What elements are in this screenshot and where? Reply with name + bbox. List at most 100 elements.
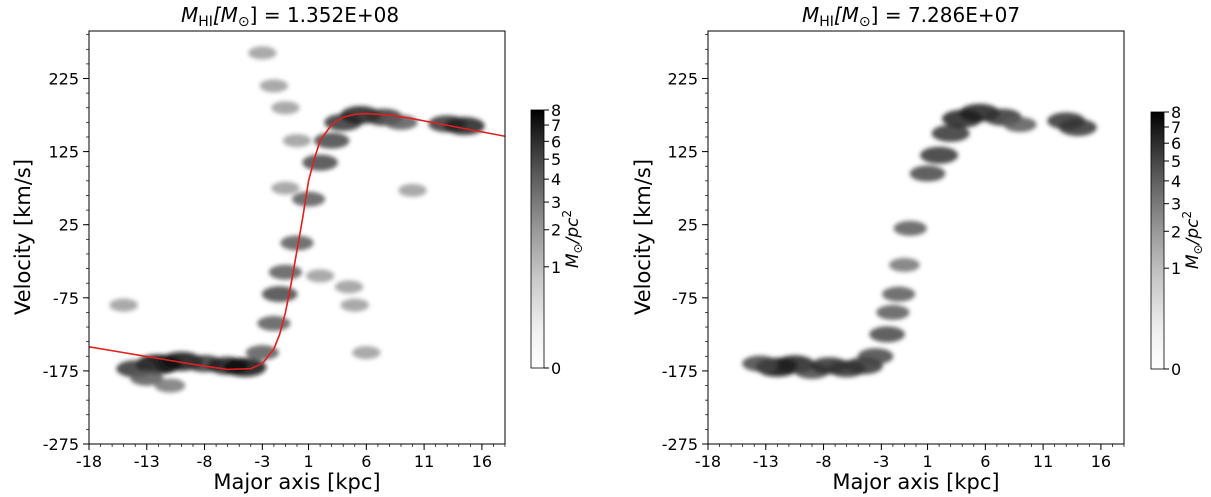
rotation-curve-line (89, 112, 505, 371)
heatmap-cell (334, 280, 364, 294)
colorbar-tick-label: 8 (1171, 103, 1181, 122)
heatmap-cell (920, 146, 959, 164)
heatmap-cells-right (742, 103, 1097, 379)
heatmap-cell (313, 132, 350, 149)
x-tick-label: -8 (816, 452, 832, 471)
y-tick-label: 125 (667, 143, 698, 162)
heatmap-cell (398, 183, 427, 197)
x-axis-label-right: Major axis [kpc] (832, 470, 999, 494)
heatmap-cell (340, 298, 369, 312)
y-ticks-left: -275 -175 -75 25 125 225 (43, 34, 89, 454)
colorbar-tick-label: 6 (551, 132, 561, 151)
y-tick-label: -275 (662, 435, 698, 454)
x-ticks-left: -18 -13 -8 -3 1 6 11 16 (76, 444, 506, 471)
y-tick-label: 125 (48, 143, 79, 162)
heatmap-cell (889, 257, 920, 272)
colorbar-tick-label: 3 (1171, 195, 1181, 214)
panel-left-title: MHI[M⊙] = 1.352E+08 (181, 3, 399, 30)
heatmap-cell (268, 264, 303, 280)
colorbar-tick-label: 0 (1171, 360, 1181, 379)
colorbar-tick-label: 2 (551, 221, 561, 240)
colorbar-left-gradient (530, 109, 545, 369)
x-tick-label: -3 (254, 452, 270, 471)
x-tick-label: 1 (922, 452, 932, 471)
heatmap-cell (857, 348, 894, 365)
colorbar-tick-label: 7 (551, 116, 561, 135)
colorbar-tick-label: 1 (551, 258, 561, 277)
x-axis-label-left: Major axis [kpc] (213, 470, 380, 494)
x-tick-label: -13 (753, 452, 779, 471)
colorbar-right-label: M⊙/pc2 (1180, 211, 1205, 269)
x-tick-label: 16 (472, 452, 492, 471)
x-tick-label: 11 (414, 452, 434, 471)
heatmap-cell (109, 298, 138, 312)
x-tick-label: 6 (361, 452, 371, 471)
y-tick-label: -75 (672, 289, 698, 308)
heatmap-cell (245, 345, 279, 361)
y-axis-label-left: Velocity [km/s] (11, 159, 35, 315)
heatmap-cell (257, 315, 291, 331)
heatmap-cell (1058, 118, 1097, 136)
colorbar-left-label: M⊙/pc2 (560, 210, 585, 268)
heatmap-cell (931, 124, 970, 142)
x-tick-label: 6 (980, 452, 990, 471)
y-tick-label: 25 (59, 216, 79, 235)
y-axis-label-right: Velocity [km/s] (631, 159, 655, 315)
heatmap-cell (271, 181, 300, 195)
heatmap-cell (882, 286, 916, 302)
heatmap-cell (130, 370, 164, 386)
y-ticks-right: -275 -175 -75 25 125 225 (662, 34, 708, 454)
heatmap-cell (869, 326, 905, 343)
heatmap-cell (271, 101, 300, 115)
colorbar-right-gradient (1150, 111, 1165, 370)
colorbar-tick-label: 0 (551, 359, 561, 378)
panel-left: MHI[M⊙] = 1.352E+08 -18 -13 -8 -3 1 6 11 16 -27… (11, 3, 585, 494)
x-tick-label: -18 (76, 452, 102, 471)
colorbar-tick-label: 3 (551, 193, 561, 212)
rotation-curve-wrap (89, 112, 505, 371)
heatmap-cell (909, 165, 946, 182)
heatmap-cell (261, 286, 298, 303)
x-tick-label: 11 (1033, 452, 1053, 471)
heatmap-cell (280, 235, 314, 251)
colorbar-tick-label: 8 (551, 101, 561, 120)
colorbar-tick-label: 6 (1171, 134, 1181, 153)
colorbar-tick-label: 1 (1171, 259, 1181, 278)
heatmap-cell (259, 79, 289, 93)
heatmap-cells-left (109, 46, 485, 393)
heatmap-cell (305, 269, 335, 283)
panel-right: MHI[M⊙] = 7.286E+07 -18 -13 -8 -3 1 6 11 16 -27… (631, 3, 1205, 494)
colorbar-tick-label: 4 (551, 170, 561, 189)
x-tick-label: -18 (695, 452, 721, 471)
x-tick-label: -8 (197, 452, 213, 471)
y-tick-label: -175 (662, 362, 698, 381)
panel-right-title: MHI[M⊙] = 7.286E+07 (802, 3, 1020, 30)
x-tick-label: 16 (1091, 452, 1111, 471)
colorbar-tick-label: 5 (551, 150, 561, 169)
x-tick-label: -13 (134, 452, 160, 471)
heatmap-cell (1003, 117, 1037, 133)
heatmap-cell (291, 191, 326, 207)
y-tick-label: -175 (43, 362, 79, 381)
y-tick-label: 225 (667, 70, 698, 89)
colorbar-tick-label: 5 (1171, 152, 1181, 171)
heatmap-cell (893, 220, 927, 236)
y-tick-label: -275 (43, 435, 79, 454)
colorbar-tick-label: 4 (1171, 172, 1181, 191)
colorbar-tick-label: 7 (1171, 118, 1181, 137)
x-tick-label: 1 (303, 452, 313, 471)
y-tick-label: -75 (53, 289, 79, 308)
heatmap-cell (248, 46, 277, 60)
x-ticks-right: -18 -13 -8 -3 1 6 11 16 (695, 444, 1125, 471)
heatmap-cell (223, 357, 267, 377)
plot-frame-right (707, 30, 1125, 445)
y-tick-label: 25 (678, 216, 698, 235)
y-tick-label: 225 (48, 70, 79, 89)
heatmap-cell (282, 134, 312, 148)
